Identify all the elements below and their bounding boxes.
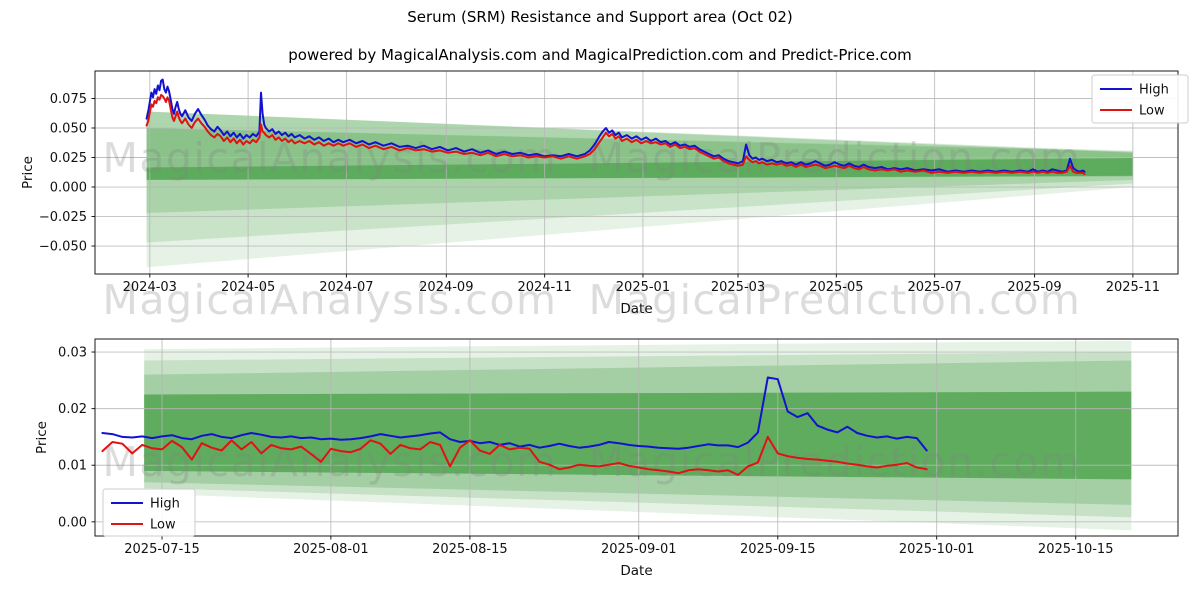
x-tick-label: 2025-08-01 (293, 542, 369, 557)
watermark-text: MagicalAnalysis.com (103, 438, 558, 486)
x-axis-label: Date (620, 301, 652, 317)
legend-label: High (1139, 83, 1169, 98)
x-axis-label: Date (620, 563, 652, 579)
axes-spine (94, 70, 1179, 275)
x-tick-label: 2025-09-15 (740, 542, 816, 557)
x-tick-label: 2024-07 (319, 280, 373, 295)
low-line (145, 94, 1086, 175)
y-tick-label: −0.025 (39, 210, 87, 225)
x-tick-label: 2025-08-15 (432, 542, 508, 557)
page-subtitle: powered by MagicalAnalysis.com and Magic… (288, 46, 912, 64)
x-tick-label: 2024-05 (221, 280, 275, 295)
x-tick-label: 2025-05 (809, 280, 863, 295)
x-tick-label: 2025-07-15 (124, 542, 200, 557)
x-tick-label: 2025-10-01 (899, 542, 975, 557)
x-tick-label: 2025-09 (1007, 280, 1061, 295)
x-tick-label: 2025-01 (616, 280, 670, 295)
legend-label: Low (1139, 104, 1165, 119)
page-title: Serum (SRM) Resistance and Support area … (407, 8, 793, 26)
y-tick-label: 0.03 (58, 346, 87, 361)
support-resistance-band (144, 391, 1132, 480)
support-resistance-band (144, 340, 1132, 531)
x-tick-label: 2025-09-01 (601, 542, 677, 557)
watermark-text: MagicalAnalysis.com (103, 134, 558, 182)
support-resistance-band (146, 158, 1133, 180)
x-tick-label: 2025-10-15 (1038, 542, 1114, 557)
legend-label: Low (150, 518, 176, 533)
support-resistance-band (146, 111, 1133, 213)
y-axis-label: Price (34, 421, 50, 454)
watermark-text: MagicalAnalysis.com (103, 276, 558, 324)
support-resistance-band (144, 352, 1132, 518)
high-line (101, 376, 928, 452)
x-tick-label: 2024-09 (419, 280, 473, 295)
y-tick-label: 0.00 (58, 515, 87, 530)
y-tick-label: 0.01 (58, 459, 87, 474)
support-resistance-band (144, 360, 1132, 505)
support-resistance-band (146, 128, 1133, 268)
watermark-text: MagicalPrediction.com (589, 134, 1082, 182)
y-tick-label: 0.025 (50, 151, 87, 166)
x-tick-label: 2025-07 (907, 280, 961, 295)
x-tick-label: 2024-03 (123, 280, 177, 295)
y-tick-label: −0.050 (39, 240, 87, 255)
legend-label: High (150, 497, 180, 512)
y-tick-label: 0.000 (50, 181, 87, 196)
axes-spine (94, 338, 1179, 537)
watermark-text: MagicalPrediction.com (589, 276, 1082, 324)
legend-box (102, 488, 196, 537)
support-resistance-band (146, 111, 1133, 180)
support-resistance-band (146, 128, 1133, 243)
high-line (145, 78, 1086, 173)
x-tick-label: 2024-11 (517, 280, 571, 295)
low-line (101, 435, 928, 476)
x-tick-label: 2025-11 (1106, 280, 1160, 295)
y-axis-label: Price (20, 156, 36, 189)
y-tick-label: 0.050 (50, 122, 87, 137)
y-tick-label: 0.075 (50, 92, 87, 107)
y-tick-label: 0.02 (58, 402, 87, 417)
x-tick-label: 2025-03 (711, 280, 765, 295)
